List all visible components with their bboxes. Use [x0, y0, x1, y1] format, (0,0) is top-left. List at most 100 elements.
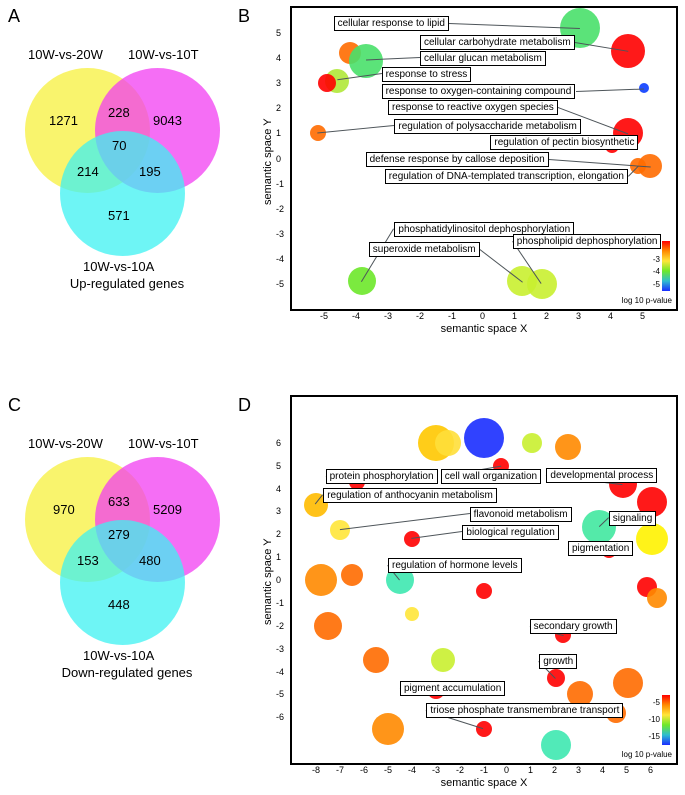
venn-up-v23: 195 [139, 164, 161, 179]
venn-up-v1: 1271 [49, 113, 78, 128]
venn-down-v12: 633 [108, 494, 130, 509]
scatter-annotation: cellular glucan metabolism [420, 51, 546, 66]
scatter-annotation: phospholipid dephosphorylation [513, 234, 662, 249]
venn-up-v12: 228 [108, 105, 130, 120]
scatter-annotation: protein phosphorylation [326, 469, 438, 484]
scatter-d-xlabel: semantic space X [290, 777, 678, 789]
scatter-annotation: signaling [609, 511, 656, 526]
x-tick: -1 [448, 311, 456, 321]
scatter-annotation: developmental process [546, 468, 657, 483]
scatter-point [476, 721, 492, 737]
venn-down-v2: 5209 [153, 502, 182, 517]
scatter-annotation: defense response by callose deposition [366, 152, 549, 167]
y-tick: -6 [276, 712, 284, 722]
scatter-point [464, 418, 504, 458]
scatter-annotation: regulation of pectin biosynthetic [490, 135, 638, 150]
scatter-annotation: cell wall organization [441, 469, 541, 484]
x-tick: 2 [552, 765, 557, 775]
venn-down-v13: 153 [77, 553, 99, 568]
x-tick: -8 [312, 765, 320, 775]
y-tick: 2 [276, 103, 281, 113]
y-tick: -5 [276, 279, 284, 289]
x-tick: 3 [576, 311, 581, 321]
panel-c-label: C [8, 395, 21, 416]
scatter-point [363, 647, 389, 673]
colorbar-tick: -10 [648, 715, 660, 724]
x-tick: 0 [480, 311, 485, 321]
y-tick: -2 [276, 204, 284, 214]
scatter-point [341, 564, 363, 586]
x-tick: -6 [360, 765, 368, 775]
x-tick: 5 [624, 765, 629, 775]
x-tick: 6 [648, 765, 653, 775]
y-tick: 5 [276, 461, 281, 471]
colorbar-title: log 10 p-value [622, 296, 672, 305]
venn-down-l3: 10W-vs-10A [83, 648, 154, 663]
venn-down-l2: 10W-vs-10T [128, 436, 199, 451]
venn-down-vc: 279 [108, 527, 130, 542]
venn-up-v13: 214 [77, 164, 99, 179]
scatter-point [636, 523, 668, 555]
scatter-point [431, 648, 455, 672]
scatter-b-xlabel: semantic space X [290, 323, 678, 335]
scatter-point [613, 668, 643, 698]
venn-down-v23: 480 [139, 553, 161, 568]
scatter-point [372, 713, 404, 745]
scatter-annotation: regulation of hormone levels [388, 558, 522, 573]
x-tick: -2 [416, 311, 424, 321]
x-tick: 4 [600, 765, 605, 775]
colorbar-tick: -4 [653, 267, 660, 276]
x-tick: -5 [384, 765, 392, 775]
y-tick: -1 [276, 179, 284, 189]
y-tick: -2 [276, 621, 284, 631]
venn-down-v3: 448 [108, 597, 130, 612]
colorbar-tick: -5 [653, 698, 660, 707]
y-tick: 3 [276, 78, 281, 88]
x-tick: -4 [408, 765, 416, 775]
scatter-d-ylabel: semantic space Y [262, 538, 274, 625]
scatter-annotation: response to stress [382, 67, 472, 82]
scatter-annotation: response to oxygen-containing compound [382, 84, 576, 99]
scatter-annotation: cellular carbohydrate metabolism [420, 35, 575, 50]
leader-line [318, 125, 395, 134]
scatter-annotation: pigmentation [568, 541, 633, 556]
venn-up: 1271 9043 571 228 214 195 70 [15, 58, 225, 253]
x-tick: 5 [640, 311, 645, 321]
leader-line [479, 249, 522, 282]
scatter-annotation: regulation of DNA-templated transcriptio… [385, 169, 628, 184]
scatter-point [555, 434, 581, 460]
venn-up-v3: 571 [108, 208, 130, 223]
y-tick: 1 [276, 128, 281, 138]
y-tick: -1 [276, 598, 284, 608]
x-tick: -3 [432, 765, 440, 775]
x-tick: -5 [320, 311, 328, 321]
venn-up-caption: Up-regulated genes [62, 276, 192, 291]
x-tick: -4 [352, 311, 360, 321]
scatter-point [305, 564, 337, 596]
x-tick: 4 [608, 311, 613, 321]
venn-up-l2: 10W-vs-10T [128, 47, 199, 62]
scatter-point [541, 730, 571, 760]
x-tick: 0 [504, 765, 509, 775]
y-tick: 6 [276, 438, 281, 448]
colorbar [662, 241, 670, 291]
y-tick: 5 [276, 28, 281, 38]
venn-down: 970 5209 448 633 153 480 279 [15, 447, 225, 642]
x-tick: 3 [576, 765, 581, 775]
x-tick: -2 [456, 765, 464, 775]
scatter-point [404, 531, 420, 547]
scatter-annotation: superoxide metabolism [369, 242, 480, 257]
x-tick: -3 [384, 311, 392, 321]
scatter-b: cellular response to lipid cellular carbo… [290, 6, 678, 311]
y-tick: -3 [276, 644, 284, 654]
venn-up-l3: 10W-vs-10A [83, 259, 154, 274]
x-tick: -1 [480, 765, 488, 775]
y-tick: 4 [276, 484, 281, 494]
scatter-annotation: cellular response to lipid [334, 16, 449, 31]
scatter-point [348, 267, 376, 295]
y-tick: 0 [276, 575, 281, 585]
venn-down-caption: Down-regulated genes [52, 665, 202, 680]
scatter-point [527, 269, 557, 299]
scatter-annotation: biological regulation [462, 525, 558, 540]
colorbar-tick: -3 [653, 255, 660, 264]
